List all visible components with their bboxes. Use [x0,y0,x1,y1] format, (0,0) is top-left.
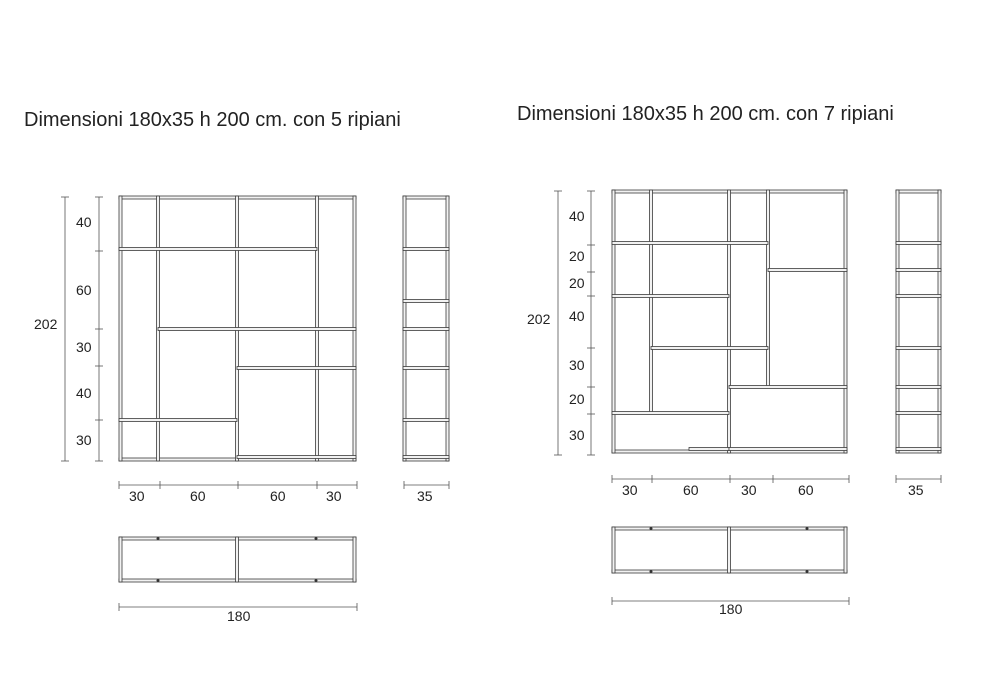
vertical-panel [118,195,123,462]
right-width-label: 30 [741,482,757,498]
vertical-panel [118,536,123,583]
right-width-label: 60 [798,482,814,498]
shelf-panel [118,247,318,251]
right-height-label: 20 [569,275,585,291]
right-width-label: 30 [622,482,638,498]
left-depth-label: 35 [417,488,433,504]
shelf-panel [611,411,730,415]
connector-dot [156,579,160,582]
shelf-panel [611,294,730,298]
connector-dot [649,570,653,573]
shelf-panel [895,411,942,415]
right-height-label: 30 [569,357,585,373]
right-height-label: 40 [569,208,585,224]
left-height-label: 40 [76,214,92,230]
shelf-panel [767,268,848,272]
right-height-label: 40 [569,308,585,324]
vertical-panel [895,189,900,454]
left-height-label: 40 [76,385,92,401]
vertical-panel [766,189,770,389]
vertical-panel [843,189,848,454]
left-total-height-label: 202 [34,316,58,332]
right-top-view [611,526,848,574]
shelf-panel [236,455,357,459]
connector-dot [314,537,318,540]
left-height-label: 30 [76,432,92,448]
shelf-panel [402,247,450,251]
shelf-panel [728,447,848,451]
shelf-panel [402,299,450,303]
connector-dot [805,570,809,573]
left-front-view [118,195,357,462]
right-title: Dimensioni 180x35 h 200 cm. con 7 ripian… [517,103,894,125]
shelf-panel [157,327,357,331]
shelf-panel [895,294,942,298]
vertical-panel [235,536,239,583]
left-title: Dimensioni 180x35 h 200 cm. con 5 ripian… [24,109,401,131]
left-width-label: 60 [190,488,206,504]
left-width-label: 60 [270,488,286,504]
left-total-width-label: 180 [227,608,251,624]
right-total-width-label: 180 [719,601,743,617]
shelf-panel [402,418,450,422]
shelf-panel [402,455,450,459]
connector-dot [805,527,809,530]
vertical-panel [611,526,616,574]
connector-dot [649,527,653,530]
vertical-panel [611,189,616,454]
shelf-panel [895,447,942,451]
vertical-panel [843,526,848,574]
shelf-panel [402,195,450,200]
shelf-panel [895,189,942,194]
right-height-label: 20 [569,248,585,264]
shelf-panel [895,241,942,245]
dimension-lines [61,190,942,611]
vertical-panel [352,536,357,583]
right-depth-label: 35 [908,482,924,498]
shelf-panel [236,366,357,370]
left-side-view [402,195,450,462]
left-width-label: 30 [326,488,342,504]
left-top-view [118,536,357,583]
vertical-panel [727,189,731,454]
shelf-panel [895,346,942,350]
connector-dot [156,537,160,540]
right-front-view [611,189,848,454]
shelf-panel [118,418,238,422]
shelf-panel [895,385,942,389]
shelf-panel [402,327,450,331]
right-width-label: 60 [683,482,699,498]
right-total-height-label: 202 [527,311,551,327]
left-width-label: 30 [129,488,145,504]
shelf-panel [728,385,848,389]
shelf-panel [688,447,730,451]
left-height-label: 30 [76,339,92,355]
shelf-panel [402,366,450,370]
vertical-panel [937,189,942,454]
shelf-panel [895,268,942,272]
shelf-panel [611,241,769,245]
right-height-label: 20 [569,391,585,407]
right-height-label: 30 [569,427,585,443]
left-height-label: 60 [76,282,92,298]
right-side-view [895,189,942,454]
vertical-panel [727,526,731,574]
vertical-panel [649,189,653,415]
connector-dot [314,579,318,582]
shelf-panel [650,346,769,350]
